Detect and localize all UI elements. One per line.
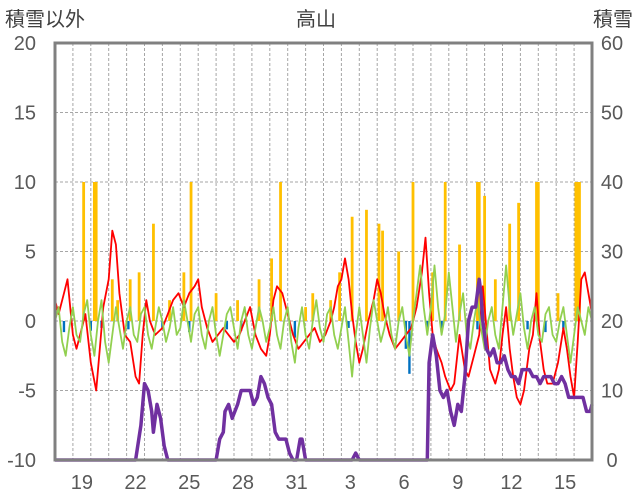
x-tick-label: 19 xyxy=(71,472,93,494)
sunshine-bar xyxy=(347,321,350,328)
snow-series-line xyxy=(55,277,594,462)
y-right-tick-label: 10 xyxy=(601,381,623,403)
frame-layer xyxy=(53,41,594,462)
precip-bar xyxy=(214,293,218,321)
precip-bar xyxy=(311,293,315,321)
precip-bar xyxy=(82,182,86,321)
precip-bar xyxy=(279,182,282,321)
line-layer xyxy=(54,229,594,462)
wind-series-line xyxy=(54,264,593,378)
y-left-tick-label: -5 xyxy=(18,381,36,403)
precip-bar xyxy=(578,182,581,321)
precip-bar xyxy=(443,182,447,321)
precip-bar xyxy=(476,182,479,321)
sunshine-bar xyxy=(440,321,443,333)
precip-bar xyxy=(257,279,261,321)
precip-bar xyxy=(576,182,580,321)
y-right-tick-label: 40 xyxy=(601,172,623,194)
plot-frame xyxy=(53,41,594,462)
y-left-tick-label: -10 xyxy=(7,450,36,472)
sunshine-bar xyxy=(562,321,565,330)
precip-bar xyxy=(365,209,368,321)
precip-bar xyxy=(574,182,578,321)
x-tick-label: 22 xyxy=(124,472,146,494)
sunshine-bar xyxy=(62,321,66,333)
y-right-tick-label: 20 xyxy=(601,311,623,333)
x-tick-label: 3 xyxy=(345,472,356,494)
x-tick-label: 6 xyxy=(398,472,409,494)
bar-layer xyxy=(62,182,581,374)
precip-bar xyxy=(128,279,132,321)
y-left-tick-label: 0 xyxy=(25,311,36,333)
y-right-tick-label: 30 xyxy=(601,242,623,264)
precip-bar xyxy=(377,223,381,321)
precip-bar xyxy=(556,293,560,321)
precip-bar xyxy=(493,279,497,321)
y-left-label: 積雪以外 xyxy=(5,7,85,31)
precip-bar xyxy=(458,244,461,321)
y-left-tick-label: 5 xyxy=(25,242,36,264)
x-tick-label: 28 xyxy=(232,472,254,494)
precip-bar xyxy=(517,202,521,321)
precip-bar xyxy=(152,223,155,321)
precip-bar xyxy=(94,182,98,321)
chart-title: 高山 xyxy=(296,7,336,31)
y-left-tick-label: 20 xyxy=(14,33,36,55)
precip-bar xyxy=(137,272,141,321)
x-tick-label: 31 xyxy=(286,472,308,494)
y-left-tick-label: 10 xyxy=(14,172,36,194)
precip-bar xyxy=(270,258,273,321)
grid-layer xyxy=(55,43,592,460)
precip-bar xyxy=(236,300,239,321)
sunshine-bar xyxy=(526,321,529,330)
precip-bar xyxy=(477,182,481,321)
sunshine-bar xyxy=(293,321,297,338)
x-tick-label: 25 xyxy=(178,472,200,494)
x-tick-label: 12 xyxy=(500,472,522,494)
sunshine-bar xyxy=(544,321,547,333)
precip-bar xyxy=(304,307,307,321)
precip-bar xyxy=(350,216,354,321)
y-right-tick-label: 60 xyxy=(601,33,623,55)
x-tick-label: 15 xyxy=(554,472,576,494)
precip-bar xyxy=(116,300,120,321)
y-right-tick-label: 50 xyxy=(601,103,623,125)
precip-bar xyxy=(338,272,342,321)
precip-bar xyxy=(508,223,512,321)
precip-bar xyxy=(182,272,186,321)
precip-bar xyxy=(535,182,538,321)
y-right-label: 積雪 xyxy=(593,7,633,31)
precip-bar xyxy=(189,182,193,321)
precip-bar xyxy=(411,182,415,321)
y-right-tick-label: 0 xyxy=(606,450,617,472)
x-tick-label: 9 xyxy=(452,472,463,494)
sunshine-bar xyxy=(476,321,479,330)
sunshine-bar xyxy=(426,321,429,331)
sunshine-bar xyxy=(127,321,130,330)
precip-bar xyxy=(483,195,486,321)
y-left-tick-label: 15 xyxy=(14,103,36,125)
sunshine-bar xyxy=(89,321,92,331)
precip-bar xyxy=(381,230,384,321)
precip-bar xyxy=(92,182,96,321)
precip-bar xyxy=(110,279,114,321)
precip-bar xyxy=(397,251,401,321)
precip-bar xyxy=(536,182,540,321)
sunshine-bar xyxy=(225,321,229,330)
